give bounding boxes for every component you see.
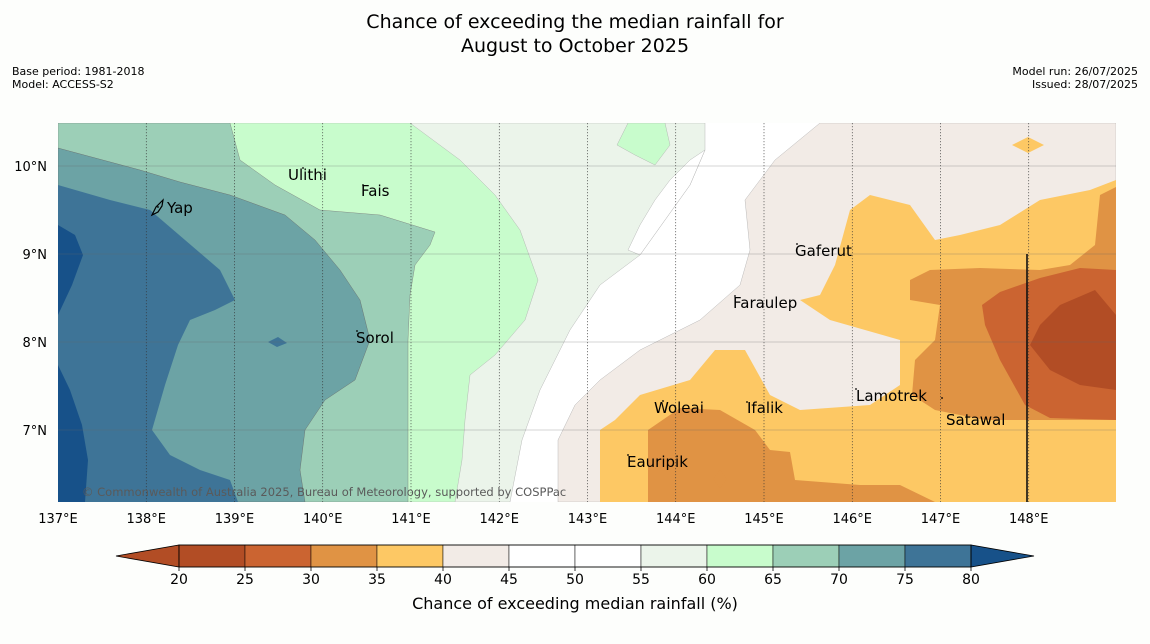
- colorbar-segment: [442, 544, 510, 568]
- yap-island: [150, 198, 164, 217]
- colorbar-segment: [904, 544, 972, 568]
- title-line-2: August to October 2025: [460, 35, 690, 57]
- colorbar-segment: [772, 544, 840, 568]
- model-run: Model run: 26/07/2025: [1012, 65, 1138, 78]
- place-marker: [941, 397, 943, 399]
- latitude-tick-label: 7°N: [23, 424, 48, 439]
- latitude-tick-label: 10°N: [14, 160, 47, 175]
- place-label: Sorol: [356, 329, 394, 347]
- place-marker: [855, 388, 857, 390]
- latitude-tick-label: 8°N: [23, 336, 48, 351]
- place-label: Ulithi: [288, 166, 327, 184]
- colorbar-segment: [706, 544, 774, 568]
- contour-80-plus-south: [58, 365, 88, 502]
- longitude-tick-label: 145°E: [744, 512, 784, 527]
- longitude-tick-label: 147°E: [921, 512, 961, 527]
- longitude-tick-label: 140°E: [303, 512, 343, 527]
- colorbar-extend-high: [970, 544, 1035, 568]
- contour-20-25: [1030, 290, 1116, 390]
- colorbar-tick-label: 25: [236, 572, 254, 588]
- place-label: Gaferut: [795, 242, 852, 260]
- longitude-tick-label: 138°E: [126, 512, 166, 527]
- colorbar-tick-label: 45: [500, 572, 518, 588]
- longitude-tick-label: 141°E: [391, 512, 431, 527]
- latitude-labels: 10°N 9°N 8°N 7°N: [14, 160, 47, 439]
- place-label: Ifalik: [747, 399, 783, 417]
- longitude-tick-label: 144°E: [656, 512, 696, 527]
- colorbar-tick-label: 65: [764, 572, 782, 588]
- longitude-tick-label: 139°E: [215, 512, 255, 527]
- colorbar-label: Chance of exceeding median rainfall (%): [412, 594, 738, 613]
- place-marker: [356, 330, 358, 332]
- place-label: Faraulep: [733, 294, 797, 312]
- place-label: Woleai: [654, 399, 704, 417]
- place-marker: [662, 400, 664, 402]
- colorbar: 20 25 30 35 40 45 50 55 60 65 70 75 80: [115, 544, 1035, 588]
- colorbar-extend-low: [115, 544, 180, 568]
- metadata-left: Base period: 1981-2018 Model: ACCESS-S2: [12, 65, 144, 91]
- place-marker: [627, 454, 629, 456]
- contour-80-plus: [58, 225, 83, 315]
- colorbar-segment: [838, 544, 906, 568]
- contour-layers: [58, 123, 1116, 502]
- contour-gap-white: [627, 149, 706, 256]
- colorbar-segment: [310, 544, 378, 568]
- colorbar-tick-label: 80: [962, 572, 980, 588]
- base-period: Base period: 1981-2018: [12, 65, 145, 78]
- place-label: Yap: [166, 199, 193, 217]
- place-marker: [362, 184, 364, 186]
- longitude-labels: 137°E 138°E 139°E 140°E 141°E 142°E 143°E 144°E…: [38, 512, 1048, 527]
- place-marker: [302, 167, 304, 169]
- place-marker: [796, 243, 798, 245]
- colorbar-tick-label: 70: [830, 572, 848, 588]
- place-marker: [734, 295, 736, 297]
- colorbar-tick-label: 30: [302, 572, 320, 588]
- colorbar-tick-label: 35: [368, 572, 386, 588]
- place-labels: Yap Ulithi Fais Gaferut Faraulep Sorol Woleai I…: [157, 166, 1005, 471]
- title-line-1: Chance of exceeding the median rainfall …: [366, 11, 784, 33]
- place-marker: [746, 401, 748, 403]
- colorbar-tick-label: 55: [632, 572, 650, 588]
- colorbar-tick-label: 50: [566, 572, 584, 588]
- contour-75-80: [58, 185, 238, 502]
- issued-date: Issued: 28/07/2025: [1031, 78, 1138, 91]
- colorbar-segment: [640, 544, 708, 568]
- place-marker: [157, 206, 159, 208]
- copyright-text: © Commonwealth of Australia 2025, Bureau…: [82, 485, 566, 499]
- colorbar-tick-label: 40: [434, 572, 452, 588]
- longitude-tick-label: 143°E: [568, 512, 608, 527]
- place-label: Satawal: [946, 411, 1005, 429]
- longitude-tick-label: 148°E: [1009, 512, 1049, 527]
- metadata-right: Model run: 26/07/2025 Issued: 28/07/2025: [1012, 65, 1138, 91]
- place-label: Lamotrek: [856, 387, 927, 405]
- longitude-tick-label: 142°E: [479, 512, 519, 527]
- graticule: [58, 123, 1116, 502]
- colorbar-segment: [376, 544, 444, 568]
- longitude-tick-label: 146°E: [832, 512, 872, 527]
- chart-title: Chance of exceeding the median rainfall …: [0, 10, 1150, 58]
- latitude-tick-label: 9°N: [23, 248, 48, 263]
- colorbar-segment: [574, 544, 642, 568]
- colorbar-segment: [508, 544, 576, 568]
- colorbar-tick-label: 60: [698, 572, 716, 588]
- colorbar-tick-label: 75: [896, 572, 914, 588]
- model-name: Model: ACCESS-S2: [12, 78, 114, 91]
- contour-60-65-top: [616, 123, 671, 166]
- colorbar-tick-label: 20: [170, 572, 188, 588]
- contour-30-35-dot: [713, 470, 727, 488]
- longitude-tick-label: 137°E: [38, 512, 78, 527]
- place-label: Eauripik: [627, 453, 688, 471]
- place-label: Fais: [361, 182, 390, 200]
- contour-35-40-islet: [1012, 137, 1044, 153]
- colorbar-segment: [244, 544, 312, 568]
- colorbar-segment: [178, 544, 246, 568]
